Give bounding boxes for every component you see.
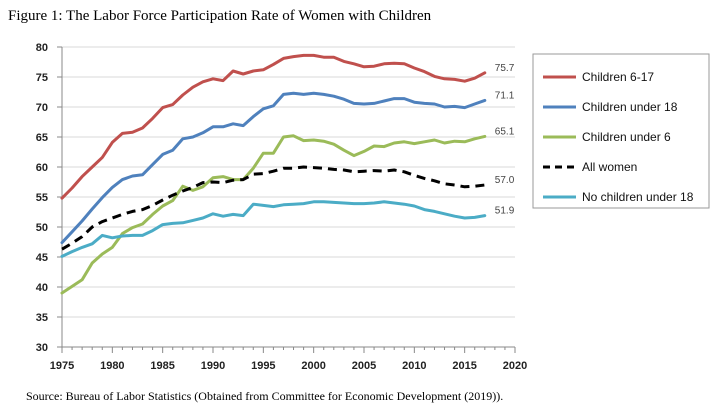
x-tick-label: 2005: [352, 360, 376, 372]
x-axis-ticks: 1975 1980 1985 1990 1995 2000 2005 2010 2015 2020: [50, 347, 527, 372]
y-tick-label: 80: [36, 42, 48, 54]
x-tick-label: 1975: [50, 360, 74, 372]
y-tick-label: 30: [36, 342, 48, 354]
legend: Children 6-17 Children under 18 Children u…: [532, 53, 710, 209]
legend-label: Children 6-17: [582, 70, 654, 84]
y-tick-label: 35: [36, 312, 48, 324]
end-labels: 75.7 71.1 65.1 57.0 51.9: [495, 63, 515, 217]
y-tick-label: 50: [36, 222, 48, 234]
grid-lines: [62, 46, 515, 318]
source-note: Source: Bureau of Labor Statistics (Obta…: [26, 389, 504, 403]
series-line-no-children-under-18: [60, 200, 487, 258]
y-axis-ticks: 30 35 40 45 50 55 60 65 70 75 80: [36, 42, 62, 354]
x-tick-label: 2000: [301, 360, 325, 372]
end-value-label: 51.9: [495, 206, 515, 217]
series-line-children-6-17: [60, 53, 487, 200]
figure-title: Figure 1: The Labor Force Participation …: [8, 8, 432, 24]
y-tick-label: 40: [36, 282, 48, 294]
y-tick-label: 45: [36, 252, 48, 264]
series-line-all-women: [61, 165, 485, 251]
y-tick-label: 70: [36, 102, 48, 114]
x-tick-label: 1995: [251, 360, 275, 372]
x-tick-label: 1990: [201, 360, 225, 372]
legend-label: All women: [582, 160, 637, 174]
end-value-label: 57.0: [495, 175, 515, 186]
y-tick-label: 55: [36, 192, 48, 204]
legend-label: No children under 18: [582, 190, 694, 204]
end-value-label: 75.7: [495, 63, 515, 74]
x-tick-label: 2015: [452, 360, 476, 372]
end-value-label: 71.1: [495, 90, 515, 101]
series-line-children-under-18: [60, 91, 487, 245]
legend-label: Children under 6: [582, 130, 671, 144]
series-lines: [60, 53, 487, 295]
legend-label: Children under 18: [582, 100, 678, 114]
x-tick-label: 2020: [503, 360, 527, 372]
y-tick-label: 65: [36, 132, 48, 144]
end-value-label: 65.1: [495, 126, 515, 137]
x-tick-label: 1985: [150, 360, 174, 372]
x-tick-label: 2010: [402, 360, 426, 372]
y-tick-label: 60: [36, 162, 48, 174]
x-tick-label: 1980: [100, 360, 124, 372]
y-tick-label: 75: [36, 72, 48, 84]
series-line-children-under-6: [60, 134, 487, 295]
legend-box: [532, 53, 710, 209]
